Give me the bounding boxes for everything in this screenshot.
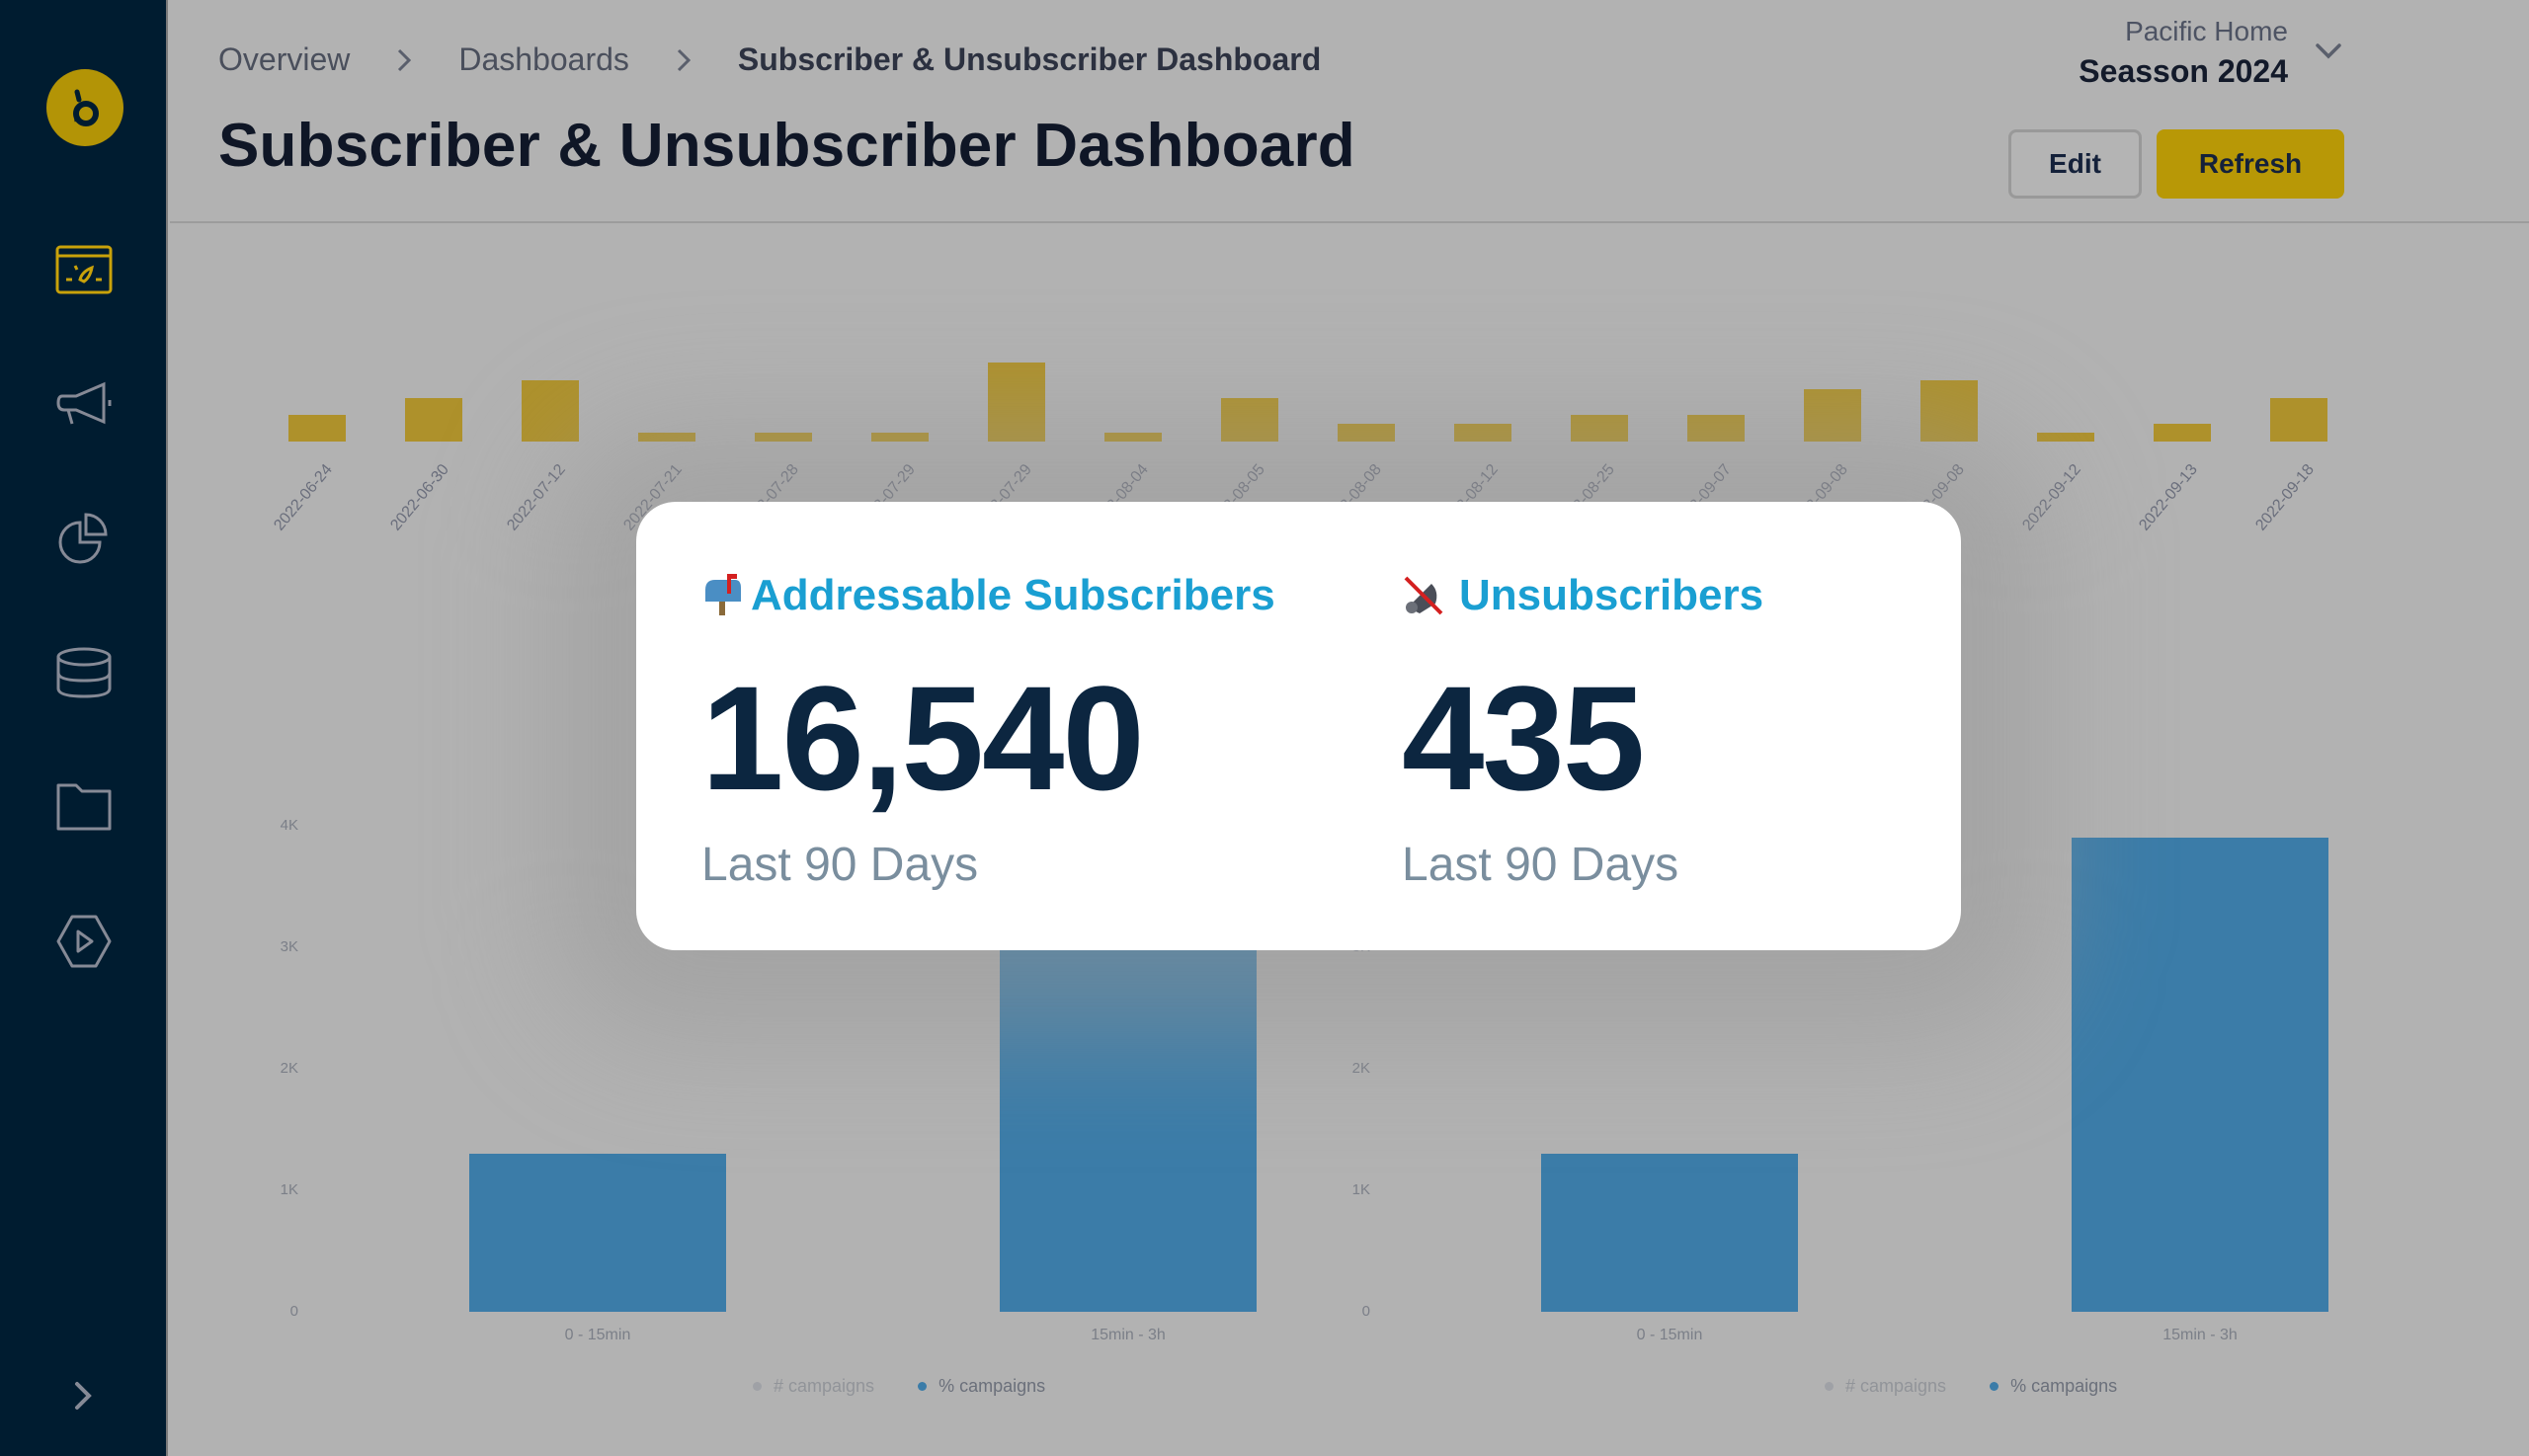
metric-period: Last 90 Days	[701, 839, 979, 891]
megaphone-icon	[56, 381, 112, 425]
breadcrumb-dashboards[interactable]: Dashboards	[458, 41, 629, 77]
chevron-right-icon	[398, 48, 412, 71]
play-icon	[56, 915, 112, 968]
chart-legend: # campaigns % campaigns	[753, 1376, 1089, 1397]
bar	[405, 397, 462, 442]
bar	[288, 415, 346, 442]
season-name: Seasson 2024	[2079, 53, 2288, 89]
legend-dot-icon	[1990, 1382, 1999, 1391]
x-axis-label: 15min - 3h	[2162, 1327, 2238, 1343]
sidebar-item-files[interactable]	[51, 774, 117, 840]
legend-label: % campaigns	[938, 1376, 1046, 1396]
page-title: Subscriber & Unsubscriber Dashboard	[218, 112, 1355, 180]
sidebar-item-data[interactable]	[51, 640, 117, 705]
chevron-right-icon	[677, 48, 692, 71]
chevron-down-icon[interactable]	[2314, 40, 2343, 63]
breadcrumb-overview[interactable]: Overview	[218, 41, 351, 77]
pie-chart-icon	[58, 513, 108, 564]
sidebar-item-dashboards[interactable]	[51, 237, 117, 302]
legend-item[interactable]: % campaigns	[1990, 1376, 2117, 1397]
breadcrumb: Overview Dashboards Subscriber & Unsubsc…	[218, 41, 1321, 78]
chevron-right-icon	[75, 1382, 92, 1410]
app-logo[interactable]	[46, 69, 123, 146]
metric-addressable-subscribers: Addressable Subscribers 16,540 Last 90 D…	[701, 561, 1275, 892]
y-axis-tick: 2K	[1351, 1060, 1370, 1077]
breadcrumb-current: Subscriber & Unsubscriber Dashboard	[737, 41, 1322, 77]
x-axis-label: 0 - 15min	[564, 1327, 631, 1343]
legend-item[interactable]: # campaigns	[753, 1376, 874, 1397]
legend-dot-icon	[918, 1382, 928, 1391]
org-selector[interactable]: Pacific Home Seasson 2024	[2079, 16, 2288, 90]
database-icon	[56, 647, 112, 698]
x-axis-label: 15min - 3h	[1091, 1327, 1166, 1343]
sidebar-item-campaigns[interactable]	[51, 371, 117, 437]
legend-dot-icon	[753, 1382, 762, 1391]
x-axis-label: 2022-06-30	[387, 461, 453, 534]
muted-speaker-icon	[1402, 574, 1445, 617]
mailbox-icon	[701, 574, 745, 617]
sidebar-item-media[interactable]	[51, 909, 117, 974]
y-axis-tick: 2K	[280, 1060, 298, 1077]
legend-label: % campaigns	[2010, 1376, 2118, 1396]
chart-legend: # campaigns % campaigns	[1825, 1376, 2161, 1397]
bar	[1541, 1154, 1798, 1312]
bar	[2037, 433, 2094, 442]
y-axis-tick: 0	[289, 1303, 298, 1320]
y-axis-tick: 3K	[280, 938, 298, 955]
legend-item[interactable]: % campaigns	[918, 1376, 1045, 1397]
y-axis-tick: 1K	[1351, 1181, 1370, 1198]
x-axis-label: 2022-09-18	[2252, 461, 2319, 534]
bar	[522, 379, 579, 442]
bar	[2270, 397, 2327, 442]
sidebar-item-analytics[interactable]	[51, 506, 117, 571]
y-axis-tick: 0	[1361, 1303, 1370, 1320]
logo-icon	[73, 89, 99, 126]
x-axis-label: 2022-09-13	[2136, 461, 2202, 534]
dashboard-icon	[55, 245, 113, 294]
bar	[469, 1154, 726, 1312]
bar	[2154, 424, 2211, 442]
legend-label: # campaigns	[774, 1376, 875, 1396]
metric-period: Last 90 Days	[1402, 839, 1679, 891]
metric-label: Unsubscribers	[1459, 571, 1764, 619]
metrics-card: Addressable Subscribers 16,540 Last 90 D…	[636, 502, 1961, 950]
org-name: Pacific Home	[2125, 16, 2288, 46]
page-header: Overview Dashboards Subscriber & Unsubsc…	[170, 0, 2529, 223]
bar	[2072, 838, 2328, 1312]
y-axis-tick: 4K	[280, 817, 298, 834]
main-content: Overview Dashboards Subscriber & Unsubsc…	[170, 0, 2529, 1456]
refresh-button[interactable]: Refresh	[2157, 129, 2344, 199]
sidebar	[0, 0, 168, 1456]
edit-button[interactable]: Edit	[2008, 129, 2142, 199]
y-axis-tick: 1K	[280, 1181, 298, 1198]
metric-value: 16,540	[701, 655, 1145, 821]
legend-item[interactable]: # campaigns	[1825, 1376, 1946, 1397]
legend-label: # campaigns	[1845, 1376, 1947, 1396]
metric-value: 435	[1402, 655, 1645, 821]
sidebar-expand-button[interactable]	[69, 1378, 99, 1414]
folder-icon	[56, 783, 112, 831]
legend-dot-icon	[1825, 1382, 1834, 1391]
x-axis-label: 0 - 15min	[1636, 1327, 1703, 1343]
x-axis-label: 2022-06-24	[271, 461, 337, 534]
metric-label: Addressable Subscribers	[751, 571, 1275, 619]
metric-unsubscribers: Unsubscribers 435 Last 90 Days	[1402, 561, 1763, 892]
